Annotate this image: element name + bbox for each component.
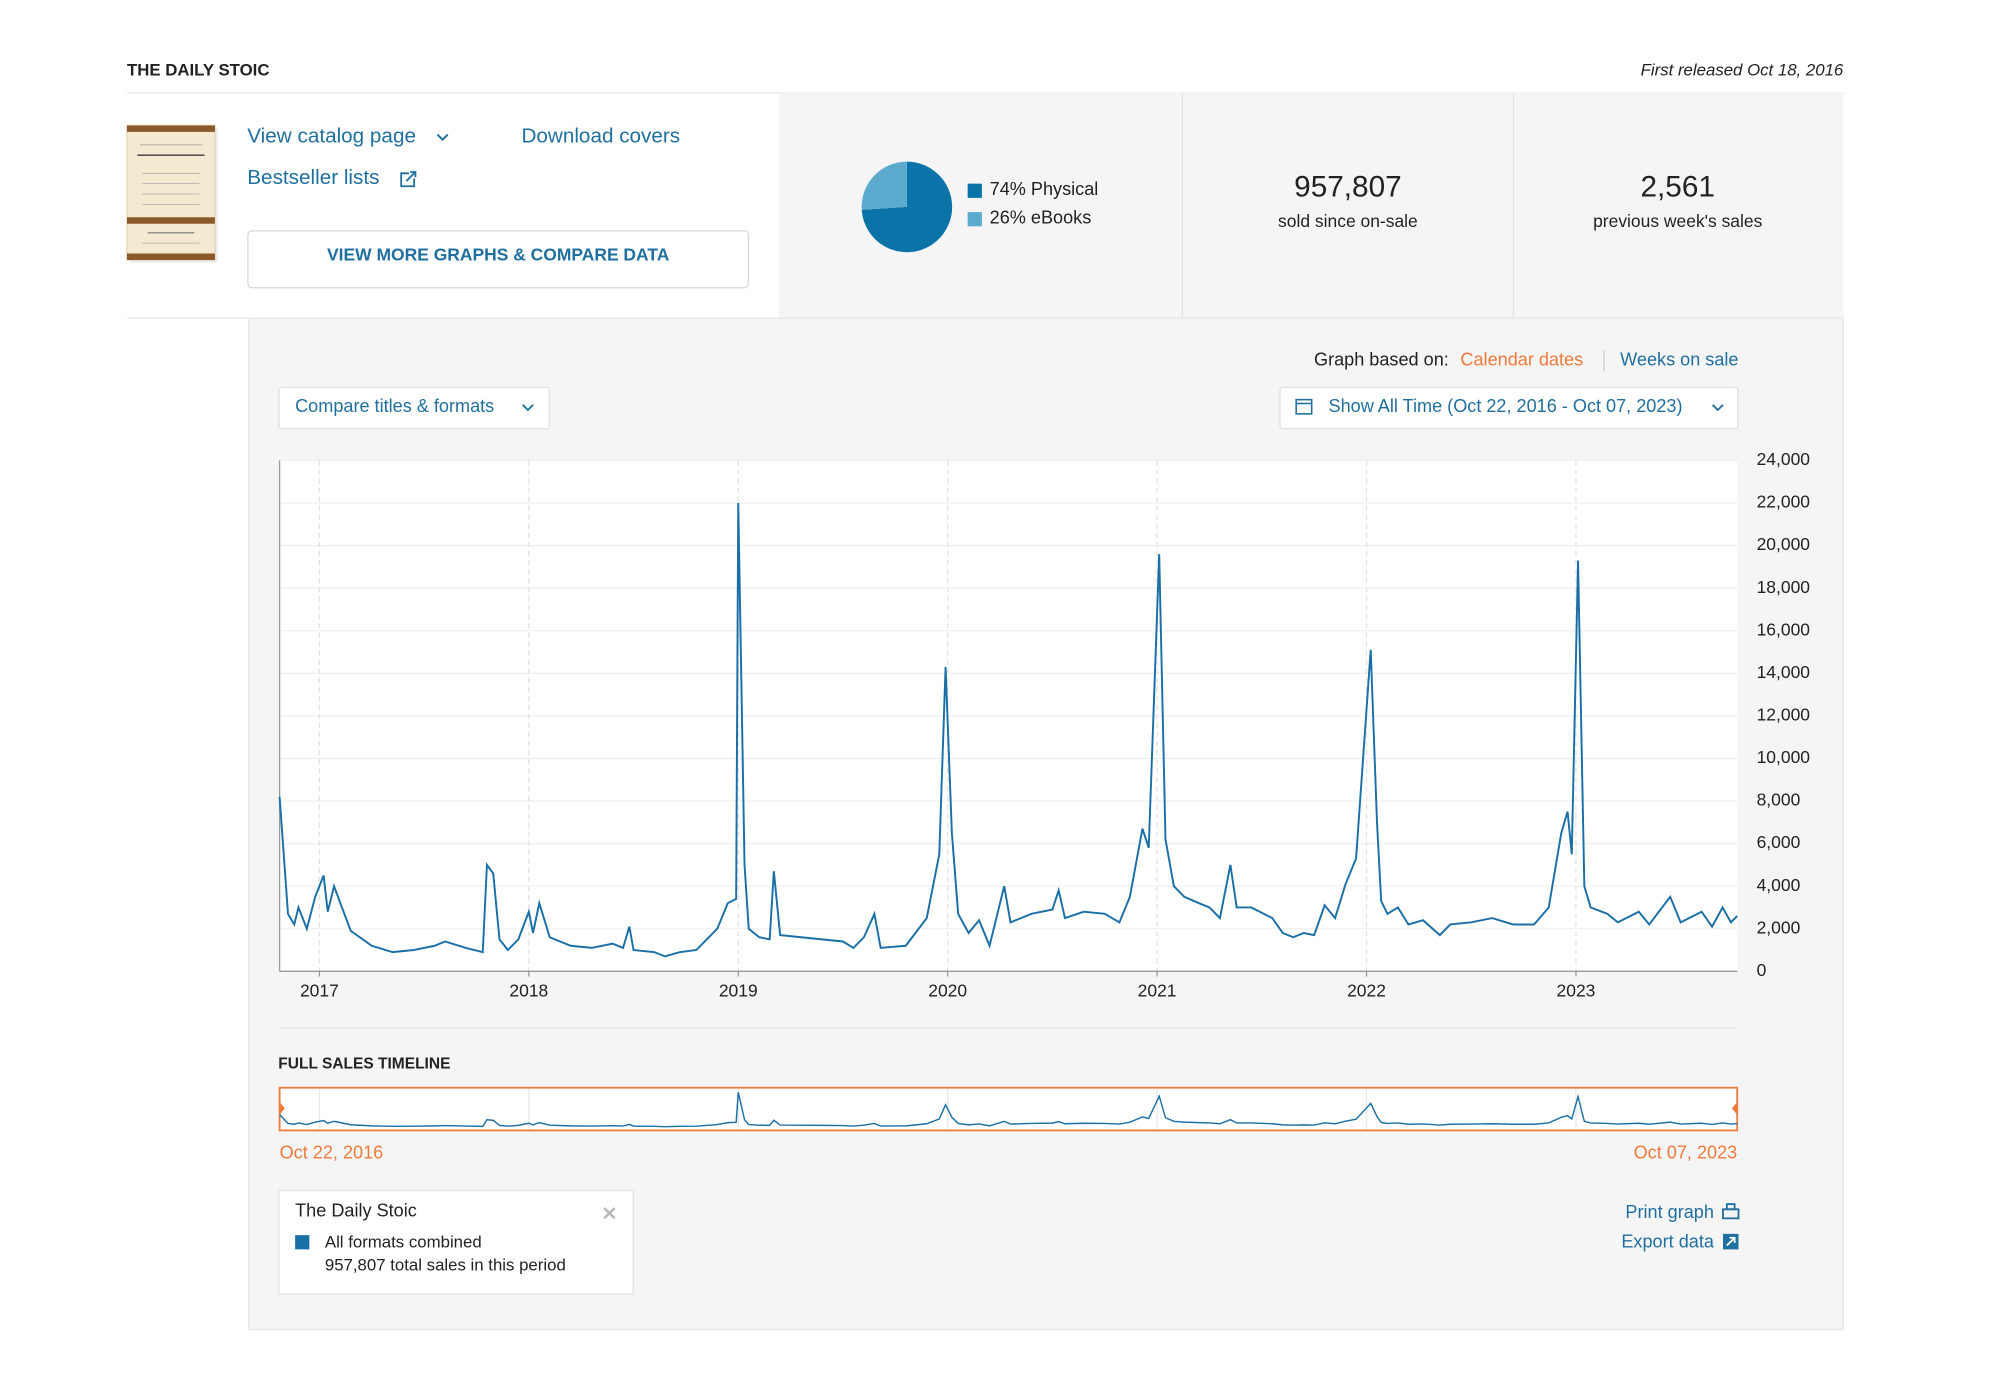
covers-link[interactable]: Download covers: [521, 125, 680, 148]
bestseller-link[interactable]: Bestseller lists: [247, 166, 379, 189]
chevron-icon: [522, 404, 534, 412]
y-tick-label: 24,000: [1757, 449, 1811, 469]
y-tick-label: 22,000: [1757, 492, 1811, 512]
release-date: First released Oct 18, 2016: [1641, 61, 1844, 80]
cover: [126, 124, 216, 261]
legend-total: 957,807 total sales in this period: [325, 1256, 566, 1275]
timeline-chart: [279, 1088, 1738, 1130]
stat-value: 957,807: [1294, 171, 1401, 204]
chevron-icon: [436, 133, 449, 142]
compare-dropdown[interactable]: [278, 386, 550, 430]
close-icon[interactable]: [603, 1207, 616, 1220]
x-tick-label: 2020: [928, 981, 967, 1001]
calendar-body: [1295, 398, 1313, 415]
sales-chart: 0 2,000 4,000 6,000 8,000 10,000 12,000 14,000 1…: [278, 449, 1811, 1001]
compare-button-label[interactable]: VIEW MORE GRAPHS & COMPARE DATA: [327, 245, 670, 265]
y-tick-label: 6,000: [1757, 832, 1801, 852]
pie-slice: [861, 161, 953, 253]
pie-value-label: 26%: [990, 207, 1026, 227]
x-tick-label: 2021: [1138, 981, 1177, 1001]
compare-button[interactable]: [247, 230, 750, 289]
y-tick-label: 16,000: [1757, 619, 1811, 639]
print-link[interactable]: Print graph: [1625, 1202, 1714, 1222]
pie-category: Physical: [1031, 179, 1098, 199]
x-tick-label: 2023: [1557, 981, 1596, 1001]
stats-panel: [778, 93, 1844, 319]
cover-band: [126, 125, 215, 132]
external-icon: [400, 171, 417, 188]
x-tick-label: 2022: [1347, 981, 1386, 1001]
pie-legend-swatch: [967, 212, 982, 227]
pie-slice: [861, 161, 907, 210]
y-tick-label: 8,000: [1757, 790, 1801, 810]
pie-category: eBooks: [1031, 207, 1091, 227]
weeks-on-sale-option[interactable]: Weeks on sale: [1620, 350, 1738, 370]
y-tick-label: 20,000: [1757, 534, 1811, 554]
x-tick-label: 2018: [509, 981, 548, 1001]
book-title: THE DAILY STOIC: [127, 61, 270, 80]
export-link[interactable]: Export data: [1621, 1232, 1714, 1252]
pie-legend-label: 74% Physical: [990, 179, 1099, 199]
stat-label: previous week's sales: [1593, 211, 1762, 231]
date-range-label[interactable]: Show All Time (Oct 22, 2016 - Oct 07, 20…: [1329, 396, 1683, 416]
y-tick-label: 2,000: [1757, 917, 1801, 937]
timeline-handle[interactable]: [279, 1101, 285, 1115]
y-tick-label: 14,000: [1757, 662, 1811, 682]
legend-series-name: All formats combined: [325, 1232, 482, 1251]
y-tick-label: 12,000: [1757, 704, 1811, 724]
graph-basis-label: Graph based on:: [1314, 350, 1449, 370]
legend-title: The Daily Stoic: [295, 1201, 417, 1221]
stat-value: 2,561: [1641, 171, 1715, 204]
x-tick-label: 2017: [300, 981, 339, 1001]
export-arrow: [1726, 1236, 1736, 1247]
compare-dropdown-label[interactable]: Compare titles & formats: [295, 396, 494, 416]
timeline-handle[interactable]: [1732, 1101, 1738, 1115]
x-tick-label: 2019: [719, 981, 758, 1001]
timeline-end: Oct 07, 2023: [1634, 1142, 1738, 1162]
sales-line: [278, 502, 1738, 958]
date-range-dropdown[interactable]: [1279, 386, 1739, 430]
legend-swatch: [295, 1235, 310, 1250]
y-tick-label: 4,000: [1757, 875, 1801, 895]
pie-legend-label: 26% eBooks: [990, 207, 1092, 227]
printer-paper: [1725, 1203, 1736, 1211]
y-tick-label: 10,000: [1757, 747, 1811, 767]
catalog-link[interactable]: View catalog page: [247, 125, 416, 148]
cover-band: [126, 217, 215, 224]
cover-band: [126, 253, 215, 260]
y-tick-label: 0: [1757, 960, 1767, 980]
print-icon: [1722, 1203, 1740, 1220]
chevron-icon: [1711, 404, 1724, 412]
legend-box: [278, 1189, 634, 1295]
timeline-title: FULL SALES TIMELINE: [278, 1056, 450, 1073]
stat-label: sold since on-sale: [1278, 211, 1418, 231]
external-arrow: [405, 171, 417, 182]
timeline-start: Oct 22, 2016: [280, 1142, 384, 1162]
y-tick-label: 18,000: [1757, 577, 1811, 597]
calendar-dates-option[interactable]: Calendar dates: [1460, 350, 1583, 370]
pie-legend-swatch: [967, 183, 982, 198]
calendar-icon: [1295, 398, 1313, 415]
book-cover[interactable]: [126, 124, 218, 263]
timeline-line: [279, 1092, 1738, 1128]
external-box: [400, 172, 416, 188]
pie-value-label: 74%: [990, 179, 1026, 199]
